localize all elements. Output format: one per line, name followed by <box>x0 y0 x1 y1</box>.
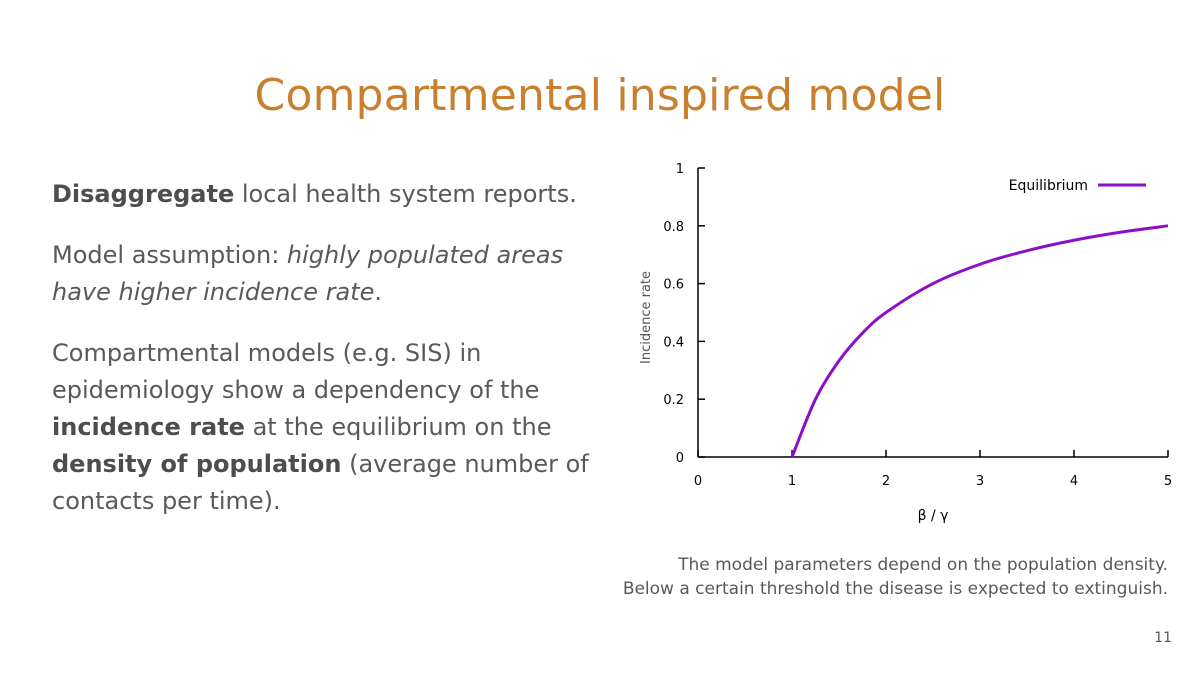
paragraph-disaggregate: Disaggregate local health system reports… <box>52 176 622 213</box>
y-tick-label: 0.4 <box>663 335 684 350</box>
x-tick-label: 1 <box>788 474 796 489</box>
text-run: density of population <box>52 450 342 478</box>
series-line-equilibrium <box>790 224 1169 458</box>
y-axis-label: Incidence rate <box>639 271 654 364</box>
text-run: local health system reports. <box>234 180 577 208</box>
equilibrium-chart: 0 1 2 3 4 5 0 0.2 0.4 0.6 0.8 1 β / γ Incidence rate E… <box>639 162 1172 524</box>
y-tick-label: 0.2 <box>663 393 684 408</box>
slide-title: Compartmental inspired model <box>254 70 946 121</box>
caption-line: The model parameters depend on the popul… <box>678 555 1168 575</box>
page-number: 11 <box>1154 630 1172 646</box>
y-tick-label: 0.8 <box>663 220 684 235</box>
text-run: . <box>374 278 383 306</box>
y-tick-label: 1 <box>676 162 684 177</box>
text-run: Disaggregate <box>52 180 235 208</box>
x-axis-label: β / γ <box>918 508 949 524</box>
paragraph-model-assumption: Model assumption: highly populated areas… <box>52 237 622 311</box>
chart-caption: The model parameters depend on the popul… <box>623 553 1168 601</box>
text-run: at the equilibrium on the <box>244 413 552 441</box>
y-tick-label: 0.6 <box>663 278 684 293</box>
y-tick-label: 0 <box>676 451 684 466</box>
text-run: highly populated areas have higher incid… <box>52 241 564 306</box>
paragraph-compartmental-models: Compartmental models (e.g. SIS) in epide… <box>52 335 622 520</box>
x-tick-label: 0 <box>694 474 702 489</box>
text-run: incidence rate <box>52 413 245 441</box>
x-tick-label: 5 <box>1164 474 1172 489</box>
text-run: (average number of contacts per time). <box>52 450 589 515</box>
x-tick-label: 3 <box>976 474 984 489</box>
caption-line: Below a certain threshold the disease is… <box>622 579 1168 599</box>
text-run: Model assumption: <box>52 241 287 269</box>
x-tick-label: 4 <box>1070 474 1078 489</box>
legend-label: Equilibrium <box>1009 178 1088 194</box>
body-text: Disaggregate local health system reports… <box>52 176 622 544</box>
x-tick-label: 2 <box>882 474 890 489</box>
text-run: Compartmental models (e.g. SIS) in epide… <box>52 339 540 404</box>
